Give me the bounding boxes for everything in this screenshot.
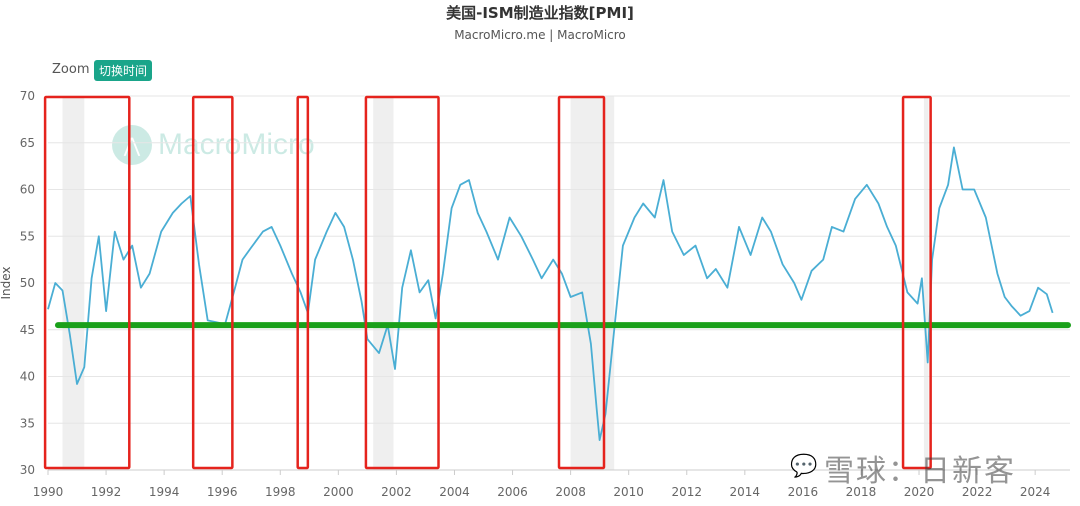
y-tick-label: 40 — [20, 370, 35, 384]
x-tick-label: 1992 — [91, 485, 122, 499]
x-tick-label: 2004 — [439, 485, 470, 499]
x-tick-label: 2020 — [904, 485, 935, 499]
x-tick-label: 1990 — [33, 485, 64, 499]
x-tick-label: 2018 — [846, 485, 877, 499]
wechat-icon: 💬 — [790, 454, 818, 479]
x-tick-label: 2010 — [613, 485, 644, 499]
macromicro-logo-icon: ⋀ — [112, 125, 152, 165]
highlight-box — [364, 95, 440, 470]
chart-title: 美国-ISM制造业指数[PMI] — [446, 4, 634, 22]
x-tick-label: 1994 — [149, 485, 180, 499]
switch-time-button[interactable]: 切换时间 — [94, 60, 153, 81]
x-tick-label: 2022 — [962, 485, 993, 499]
x-tick-label: 1996 — [207, 485, 238, 499]
pmi-series-line — [47, 146, 1054, 442]
y-tick-label: 50 — [20, 276, 35, 290]
watermark: 💬 雪球：日新客 — [790, 446, 1016, 490]
x-tick-label: 1998 — [265, 485, 296, 499]
highlight-box — [557, 95, 606, 470]
y-axis-label: Index — [0, 266, 13, 299]
y-tick-label: 45 — [20, 323, 35, 337]
highlight-box — [43, 95, 131, 470]
x-tick-label: 2012 — [671, 485, 702, 499]
x-tick-label: 2016 — [788, 485, 819, 499]
macromicro-logo: ⋀ MacroMicro — [112, 125, 315, 165]
x-tick-label: 2014 — [730, 485, 761, 499]
highlight-box — [901, 95, 932, 470]
x-tick-label: 2008 — [555, 485, 586, 499]
y-tick-label: 65 — [20, 136, 35, 150]
y-tick-label: 70 — [20, 89, 35, 103]
y-tick-label: 35 — [20, 416, 35, 430]
highlight-box — [191, 95, 234, 470]
watermark-text: 雪球：日新客 — [824, 454, 1016, 489]
x-tick-label: 2006 — [497, 485, 528, 499]
x-tick-label: 2000 — [323, 485, 354, 499]
y-tick-label: 55 — [20, 229, 35, 243]
highlight-box — [296, 95, 310, 470]
zoom-label: Zoom — [52, 62, 90, 77]
chart-subtitle: MacroMicro.me | MacroMicro — [454, 28, 626, 42]
y-tick-label: 60 — [20, 183, 35, 197]
y-tick-label: 30 — [20, 463, 35, 477]
x-tick-label: 2002 — [381, 485, 412, 499]
x-tick-label: 2024 — [1020, 485, 1051, 499]
logo-text: MacroMicro — [158, 128, 315, 161]
